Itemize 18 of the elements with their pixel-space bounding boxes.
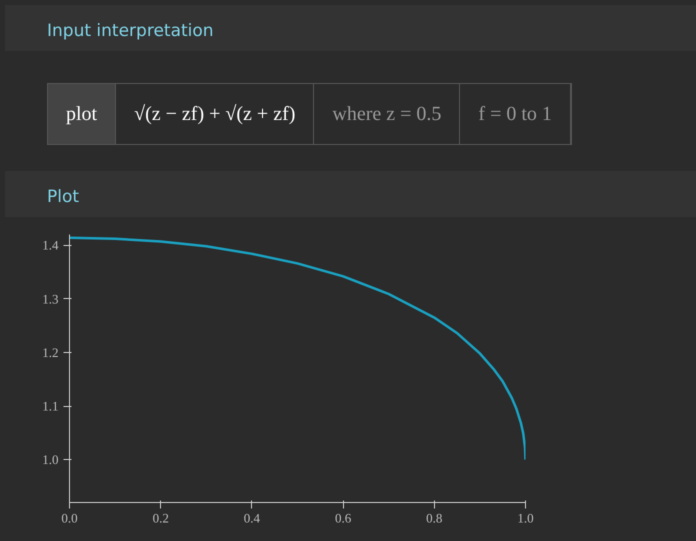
x-tick-label: 0.0 xyxy=(61,510,78,526)
y-tick-label: 1.3 xyxy=(42,291,58,306)
y-tick-label: 1.4 xyxy=(42,238,59,253)
x-tick-label: 0.6 xyxy=(334,510,352,526)
text: √(z − zf) + √(z + zf) xyxy=(116,84,314,144)
text: plot xyxy=(48,84,116,144)
y-tick-label: 1.0 xyxy=(42,452,58,468)
x-tick-label: 1.0 xyxy=(517,510,534,526)
line-series xyxy=(70,236,526,461)
chart-title: Plot xyxy=(47,186,80,209)
x-tick-label: 0.8 xyxy=(426,510,442,526)
y-tick-label: 1.1 xyxy=(42,398,58,414)
text: Input interpretation xyxy=(47,20,214,43)
text: where z = 0.5 xyxy=(314,84,460,144)
x-tick-label: 0.2 xyxy=(152,510,169,526)
y-tick-label: 1.2 xyxy=(42,344,58,360)
x-tick-label: 0.4 xyxy=(244,510,261,526)
text: f = 0 to 1 xyxy=(460,84,571,144)
